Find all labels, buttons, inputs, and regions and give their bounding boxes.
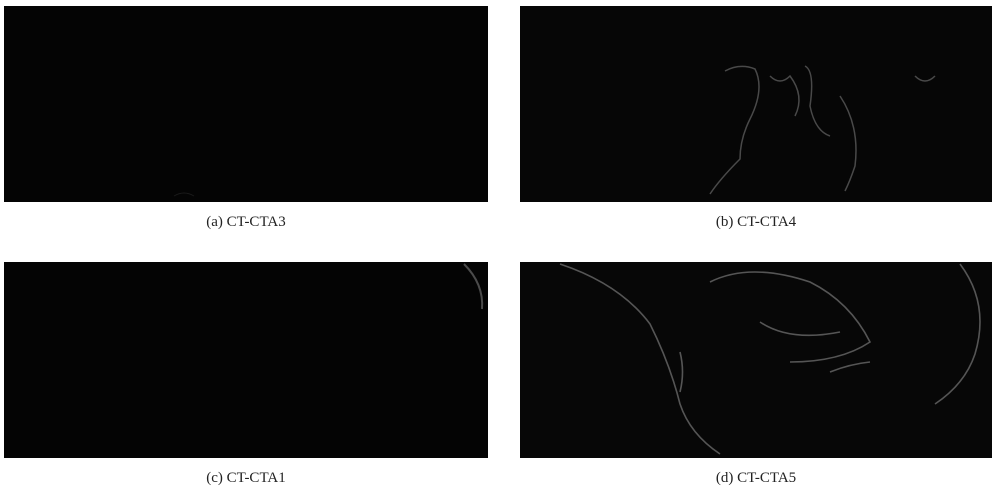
image	[520, 262, 992, 458]
panel-caption: (d) CT-CTA5	[514, 470, 998, 487]
image-panel	[4, 6, 488, 202]
image-panel	[520, 6, 992, 202]
image	[520, 6, 992, 202]
image-panel	[520, 262, 992, 458]
figure: (a) CT-CTA3 (b) CT-CTA4 (c) CT-CTA1	[0, 0, 998, 493]
panel-caption: (a) CT-CTA3	[4, 214, 488, 231]
image	[4, 6, 488, 202]
panel-caption: (c) CT-CTA1	[4, 470, 488, 487]
panel-caption: (b) CT-CTA4	[514, 214, 998, 231]
image-panel	[4, 262, 488, 458]
image	[4, 262, 488, 458]
